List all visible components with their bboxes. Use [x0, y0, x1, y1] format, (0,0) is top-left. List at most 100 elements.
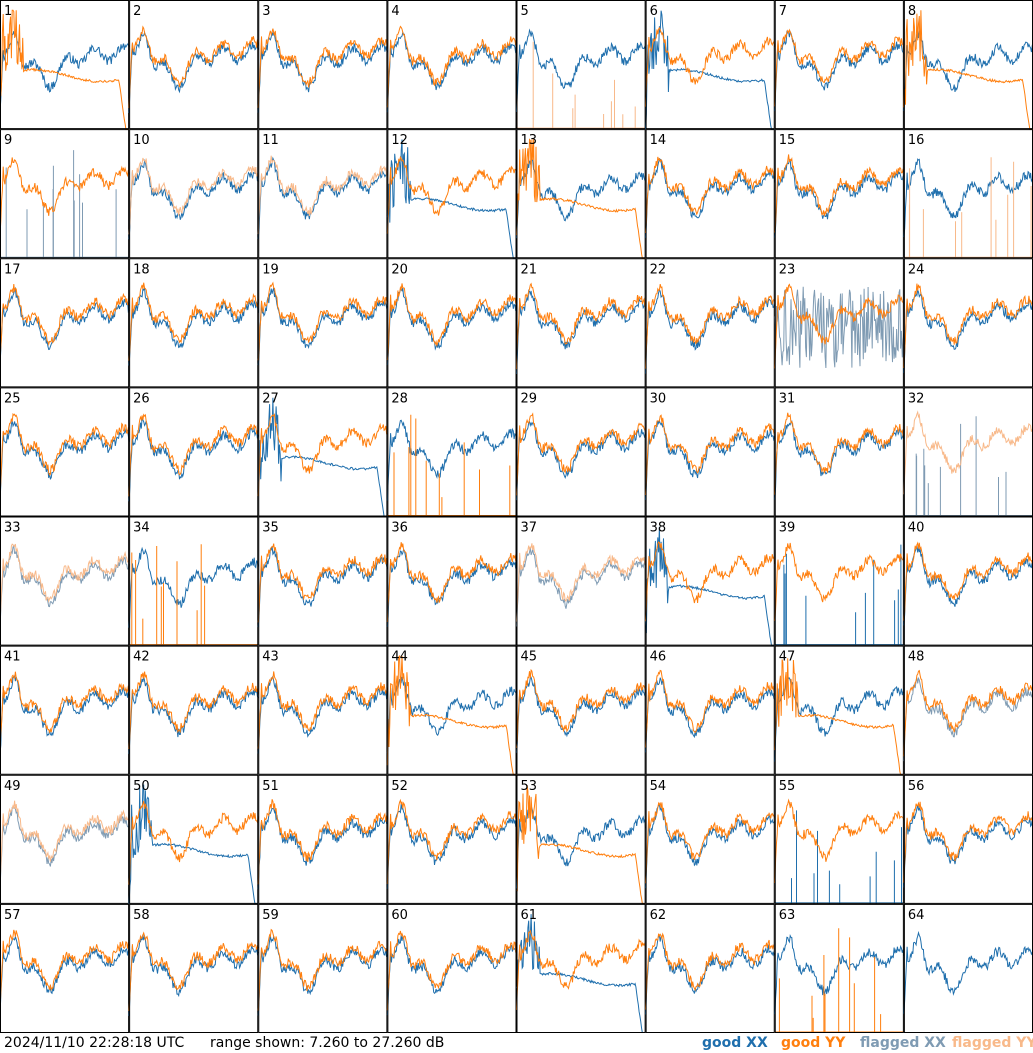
panel-9: 9	[0, 129, 130, 259]
panel-47: 47	[774, 645, 905, 776]
panel-57-frame	[0, 903, 130, 1033]
panel-44: 44	[386, 645, 517, 776]
panel-27-yy-series	[257, 413, 388, 497]
panel-61-xx-series	[516, 914, 646, 1033]
panel-5-label: 5	[521, 4, 529, 19]
panel-6-xx-series	[645, 10, 775, 130]
panel-55-yy-series	[774, 798, 905, 884]
panel-1: 1	[0, 0, 130, 130]
panel-32-label: 32	[908, 391, 925, 406]
panel-1-xx-series	[0, 30, 130, 114]
panel-38-label: 38	[650, 521, 667, 536]
panel-29-frame	[516, 387, 646, 517]
panel-14-frame	[645, 129, 775, 259]
panel-23-label: 23	[779, 262, 796, 277]
panel-34-xx-series	[128, 546, 259, 628]
panel-54-frame	[645, 774, 775, 904]
panel-62-xx-series	[645, 934, 776, 1015]
panel-24-label: 24	[908, 262, 925, 277]
panel-52-yy-series	[386, 798, 517, 885]
panel-53-yy-series	[516, 785, 646, 905]
panel-58-xx-series	[128, 934, 259, 1016]
panel-24-yy-series	[903, 283, 1033, 369]
panel-2-frame	[129, 0, 259, 130]
panel-3-label: 3	[262, 4, 270, 19]
panel-19-xx-series	[257, 287, 388, 366]
panel-30: 30	[645, 387, 776, 517]
panel-27: 27	[257, 387, 388, 517]
panel-21-label: 21	[521, 262, 538, 277]
panel-30-label: 30	[650, 391, 667, 406]
panel-15-label: 15	[779, 133, 796, 148]
panel-10-xx-series	[128, 159, 259, 240]
panel-39-frame	[774, 516, 904, 646]
panel-34-yy-series	[129, 544, 259, 646]
panel-18-label: 18	[133, 262, 150, 277]
panel-47-yy-series	[774, 658, 904, 776]
panel-18-xx-series	[128, 286, 259, 366]
panel-43-xx-series	[257, 675, 388, 754]
panel-26: 26	[128, 387, 259, 517]
panel-45-label: 45	[521, 650, 538, 665]
panel-54-xx-series	[645, 803, 776, 889]
panel-6-label: 6	[650, 4, 658, 19]
legend-good-xx: good XX	[702, 1035, 768, 1051]
panel-54-label: 54	[650, 779, 667, 794]
panel-4-frame	[387, 0, 517, 130]
panel-51-frame	[258, 774, 388, 904]
panel-53-label: 53	[521, 779, 538, 794]
panel-10-yy-series	[128, 157, 259, 235]
panel-25-label: 25	[4, 391, 21, 406]
panel-26-frame	[129, 387, 259, 517]
panel-2-yy-series	[128, 25, 259, 109]
panel-29-yy-series	[516, 412, 646, 496]
panel-46-xx-series	[645, 677, 776, 753]
panel-4: 4	[386, 0, 517, 130]
panel-51-label: 51	[262, 779, 279, 794]
panel-60-xx-series	[386, 934, 517, 1016]
range-shown: range shown: 7.260 to 27.260 dB	[210, 1035, 445, 1051]
panel-49-yy-series	[0, 800, 130, 886]
panel-39: 39	[774, 516, 905, 646]
panel-11-frame	[258, 129, 388, 259]
panel-20-yy-series	[386, 283, 517, 361]
panel-17-frame	[0, 258, 130, 388]
panel-4-label: 4	[391, 4, 399, 19]
panel-18: 18	[128, 258, 259, 388]
panel-37-frame	[516, 516, 646, 646]
panel-5-xx-series	[516, 28, 647, 112]
panel-38: 38	[645, 516, 776, 647]
panel-28-xx-series	[386, 419, 517, 501]
panel-7-frame	[774, 0, 904, 130]
panel-54-yy-series	[645, 801, 776, 884]
panel-56: 56	[903, 774, 1033, 904]
panel-16-xx-series	[903, 158, 1033, 238]
panel-48-yy-series	[903, 669, 1033, 757]
panel-60-frame	[387, 903, 517, 1033]
panel-50-yy-series	[128, 800, 259, 885]
panel-9-label: 9	[4, 133, 12, 148]
panel-54: 54	[645, 774, 776, 904]
panel-32-xx-series	[903, 416, 1033, 517]
panel-58: 58	[128, 903, 259, 1033]
panel-32: 32	[903, 387, 1033, 517]
panel-46: 46	[645, 645, 776, 775]
panel-59-label: 59	[262, 908, 279, 923]
panel-27-frame	[258, 387, 388, 517]
panel-47-label: 47	[779, 650, 796, 665]
panel-38-yy-series	[645, 541, 776, 622]
panel-20-frame	[387, 258, 517, 388]
panel-1-frame	[0, 0, 130, 130]
panel-49: 49	[0, 774, 130, 904]
legend-good-yy: good YY	[781, 1035, 846, 1051]
panel-41-frame	[0, 645, 130, 775]
panel-38-frame	[645, 516, 775, 646]
panel-5-yy-series	[516, 41, 646, 130]
timestamp: 2024/11/10 22:28:18 UTC	[4, 1035, 185, 1051]
panel-1-yy-series	[0, 9, 130, 130]
panel-50: 50	[128, 774, 259, 905]
panel-42: 42	[128, 645, 259, 775]
panel-59: 59	[257, 903, 388, 1033]
panel-26-label: 26	[133, 391, 150, 406]
panel-50-frame	[129, 774, 259, 904]
